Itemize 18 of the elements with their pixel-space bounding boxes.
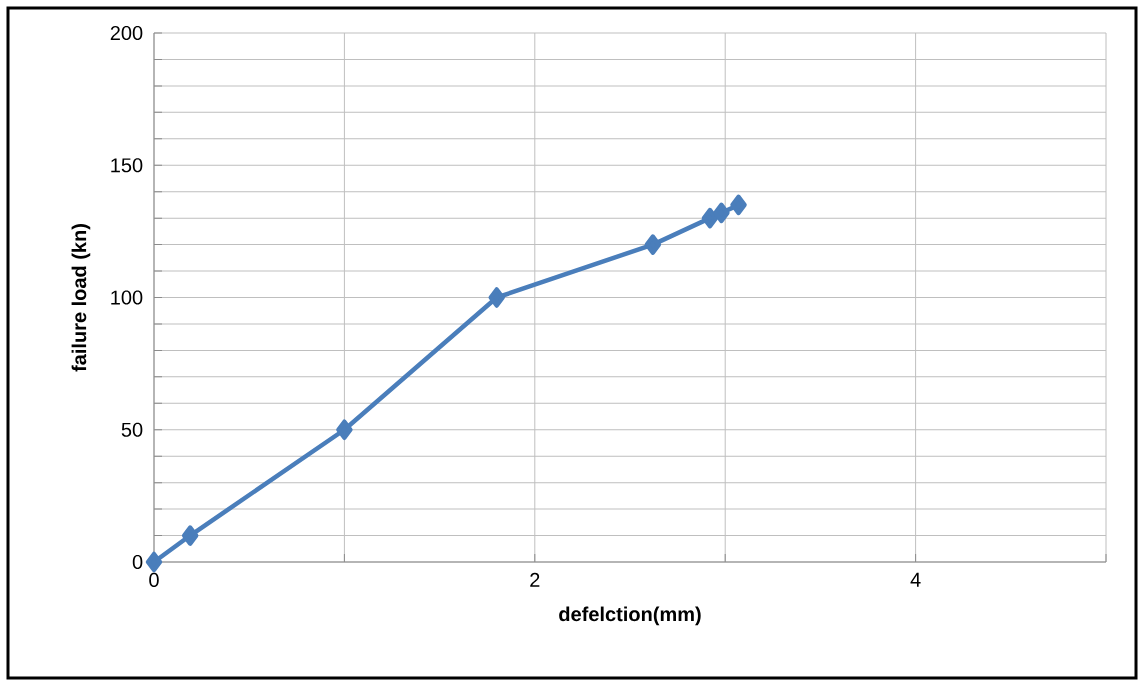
x-axis-title: defelction(mm) (559, 606, 701, 626)
x-tick-label: 4 (910, 572, 921, 587)
point (336, 419, 353, 440)
y-tick-label: 0 (132, 554, 143, 570)
point (701, 207, 719, 229)
point (181, 525, 199, 546)
point (145, 551, 163, 573)
y-tick-label: 50 (121, 422, 143, 437)
y-tick-label: 150 (111, 158, 143, 173)
x-tick-label: 0 (149, 572, 159, 588)
point (730, 194, 747, 216)
point (488, 287, 505, 308)
point (713, 202, 730, 224)
y-axis-title: failure load (kn) (71, 224, 91, 372)
point (644, 234, 662, 255)
x-tick-label: 2 (530, 572, 540, 587)
y-tick-label: 200 (110, 25, 143, 41)
y-tick-label: 100 (111, 290, 143, 305)
